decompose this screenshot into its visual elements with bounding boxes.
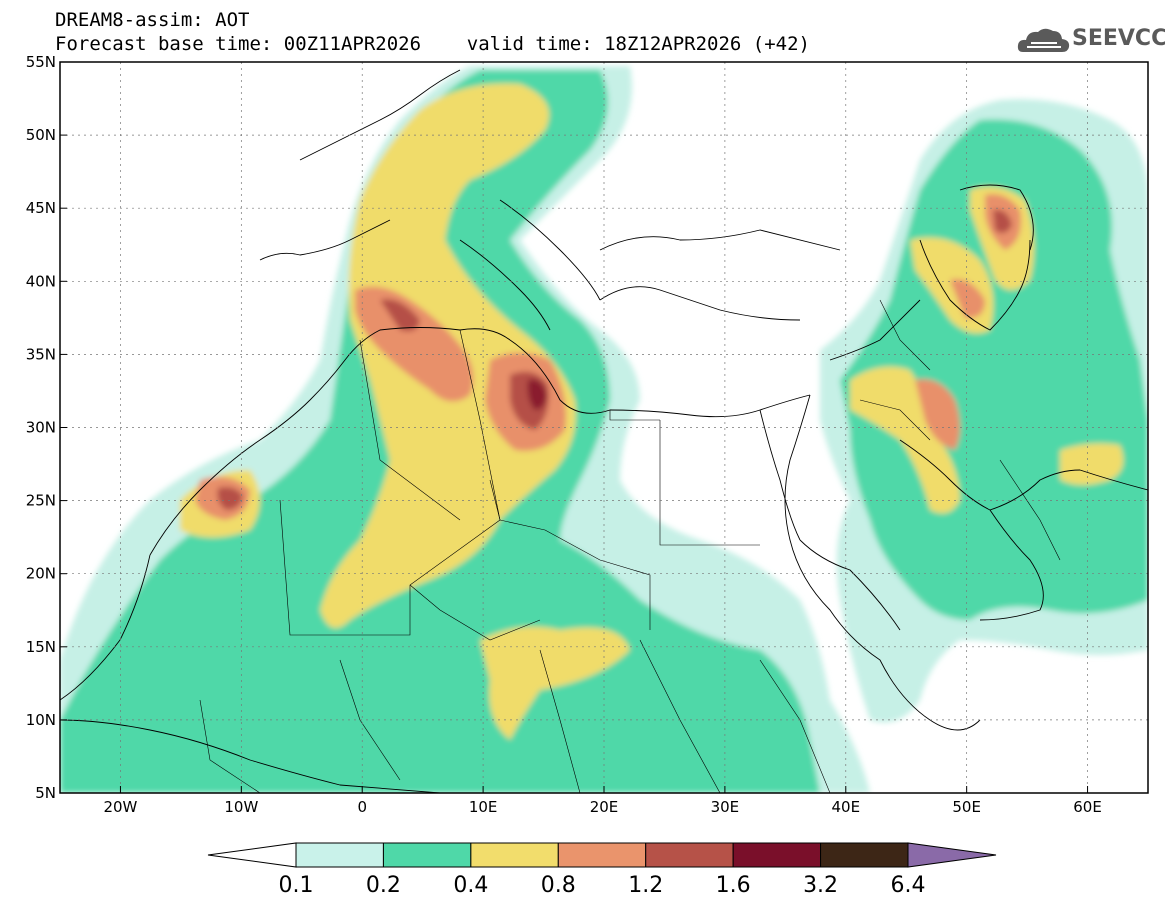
lon-tick-label: 60E [1073, 798, 1102, 816]
coastlines [60, 69, 1148, 793]
lon-tick-label: 10W [224, 798, 258, 816]
cloud-icon [1017, 28, 1070, 52]
longitude-labels: 20W 10W 0 10E 20E 30E 40E 50E 60E [103, 786, 1102, 816]
colorbar: 0.1 0.2 0.4 0.8 1.2 1.6 3.2 6.4 [207, 842, 997, 898]
forecast-time-line: Forecast base time: 00Z11APR2026 valid t… [55, 33, 810, 55]
lat-tick-label: 15N [26, 638, 56, 656]
colorbar-label: 0.2 [366, 873, 401, 898]
colorbar-swatch [732, 842, 822, 868]
lon-tick-label: 50E [952, 798, 981, 816]
lat-tick-label: 40N [26, 272, 56, 290]
lon-tick-label: 30E [711, 798, 740, 816]
lon-tick-label: 40E [831, 798, 860, 816]
aot-field [60, 66, 1148, 793]
lat-tick-label: 30N [26, 419, 56, 437]
lat-tick-label: 20N [26, 565, 56, 583]
colorbar-over-arrow [907, 842, 997, 868]
graticule [60, 62, 1148, 793]
lat-tick-label: 55N [26, 53, 56, 71]
lat-tick-label: 10N [26, 711, 56, 729]
colorbar-label: 3.2 [803, 873, 838, 898]
colorbar-label: 1.2 [628, 873, 663, 898]
colorbar-label: 0.4 [453, 873, 488, 898]
colorbar-swatch [557, 842, 647, 868]
lat-tick-label: 45N [26, 199, 56, 217]
colorbar-label: 0.8 [541, 873, 576, 898]
colorbar-swatch [820, 842, 909, 868]
lon-tick-label: 20W [103, 798, 137, 816]
colorbar-label: 1.6 [716, 873, 751, 898]
lon-tick-label: 10E [469, 798, 498, 816]
map-title: DREAM8-assim: AOT [55, 9, 250, 31]
latitude-labels: 5N 10N 15N 20N 25N 30N 35N 40N 45N 50N 55N [26, 53, 67, 802]
colorbar-swatch [295, 842, 384, 868]
lat-tick-label: 25N [26, 492, 56, 510]
lon-tick-label: 20E [590, 798, 619, 816]
colorbar-swatch [382, 842, 472, 868]
colorbar-label: 6.4 [891, 873, 926, 898]
lat-tick-label: 50N [26, 126, 56, 144]
colorbar-swatch [645, 842, 734, 868]
lat-tick-label: 35N [26, 345, 56, 363]
lat-tick-label: 5N [35, 784, 56, 802]
lon-tick-label: 0 [357, 798, 367, 816]
colorbar-under-arrow [207, 842, 297, 868]
colorbar-label: 0.1 [279, 873, 314, 898]
colorbar-swatch [470, 842, 559, 868]
logo-text: SEEVCCC [1072, 26, 1165, 51]
